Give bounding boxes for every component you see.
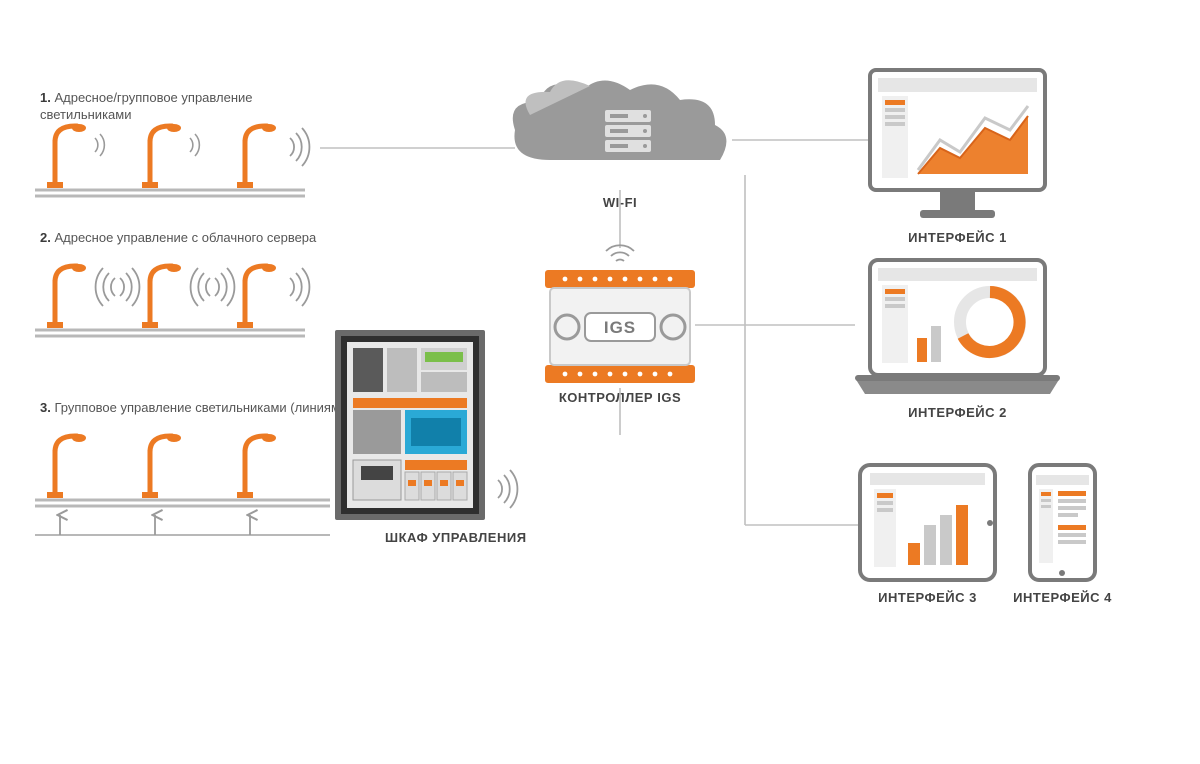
laptop-icon <box>855 260 1060 394</box>
svg-text:IGS: IGS <box>604 318 636 337</box>
lamp-row-1 <box>35 124 309 196</box>
phone-icon <box>1030 465 1095 580</box>
cloud-text: ОБЛАЧНЫЙ СЕРВЕР <box>570 165 674 178</box>
diagram-stage: 1. Адресное/групповое управление светиль… <box>0 0 1200 764</box>
controller-icon: IGS <box>545 245 695 383</box>
monitor-icon <box>870 70 1045 218</box>
lamp-row-2 <box>35 264 309 336</box>
cloud-icon: ОБЛАЧНЫЙ СЕРВЕР <box>513 80 727 178</box>
tablet-icon <box>860 465 995 580</box>
cabinet-icon <box>335 330 485 520</box>
lamp-row-3 <box>35 434 330 535</box>
diagram-svg: ОБЛАЧНЫЙ СЕРВЕР IGS <box>0 0 1200 764</box>
